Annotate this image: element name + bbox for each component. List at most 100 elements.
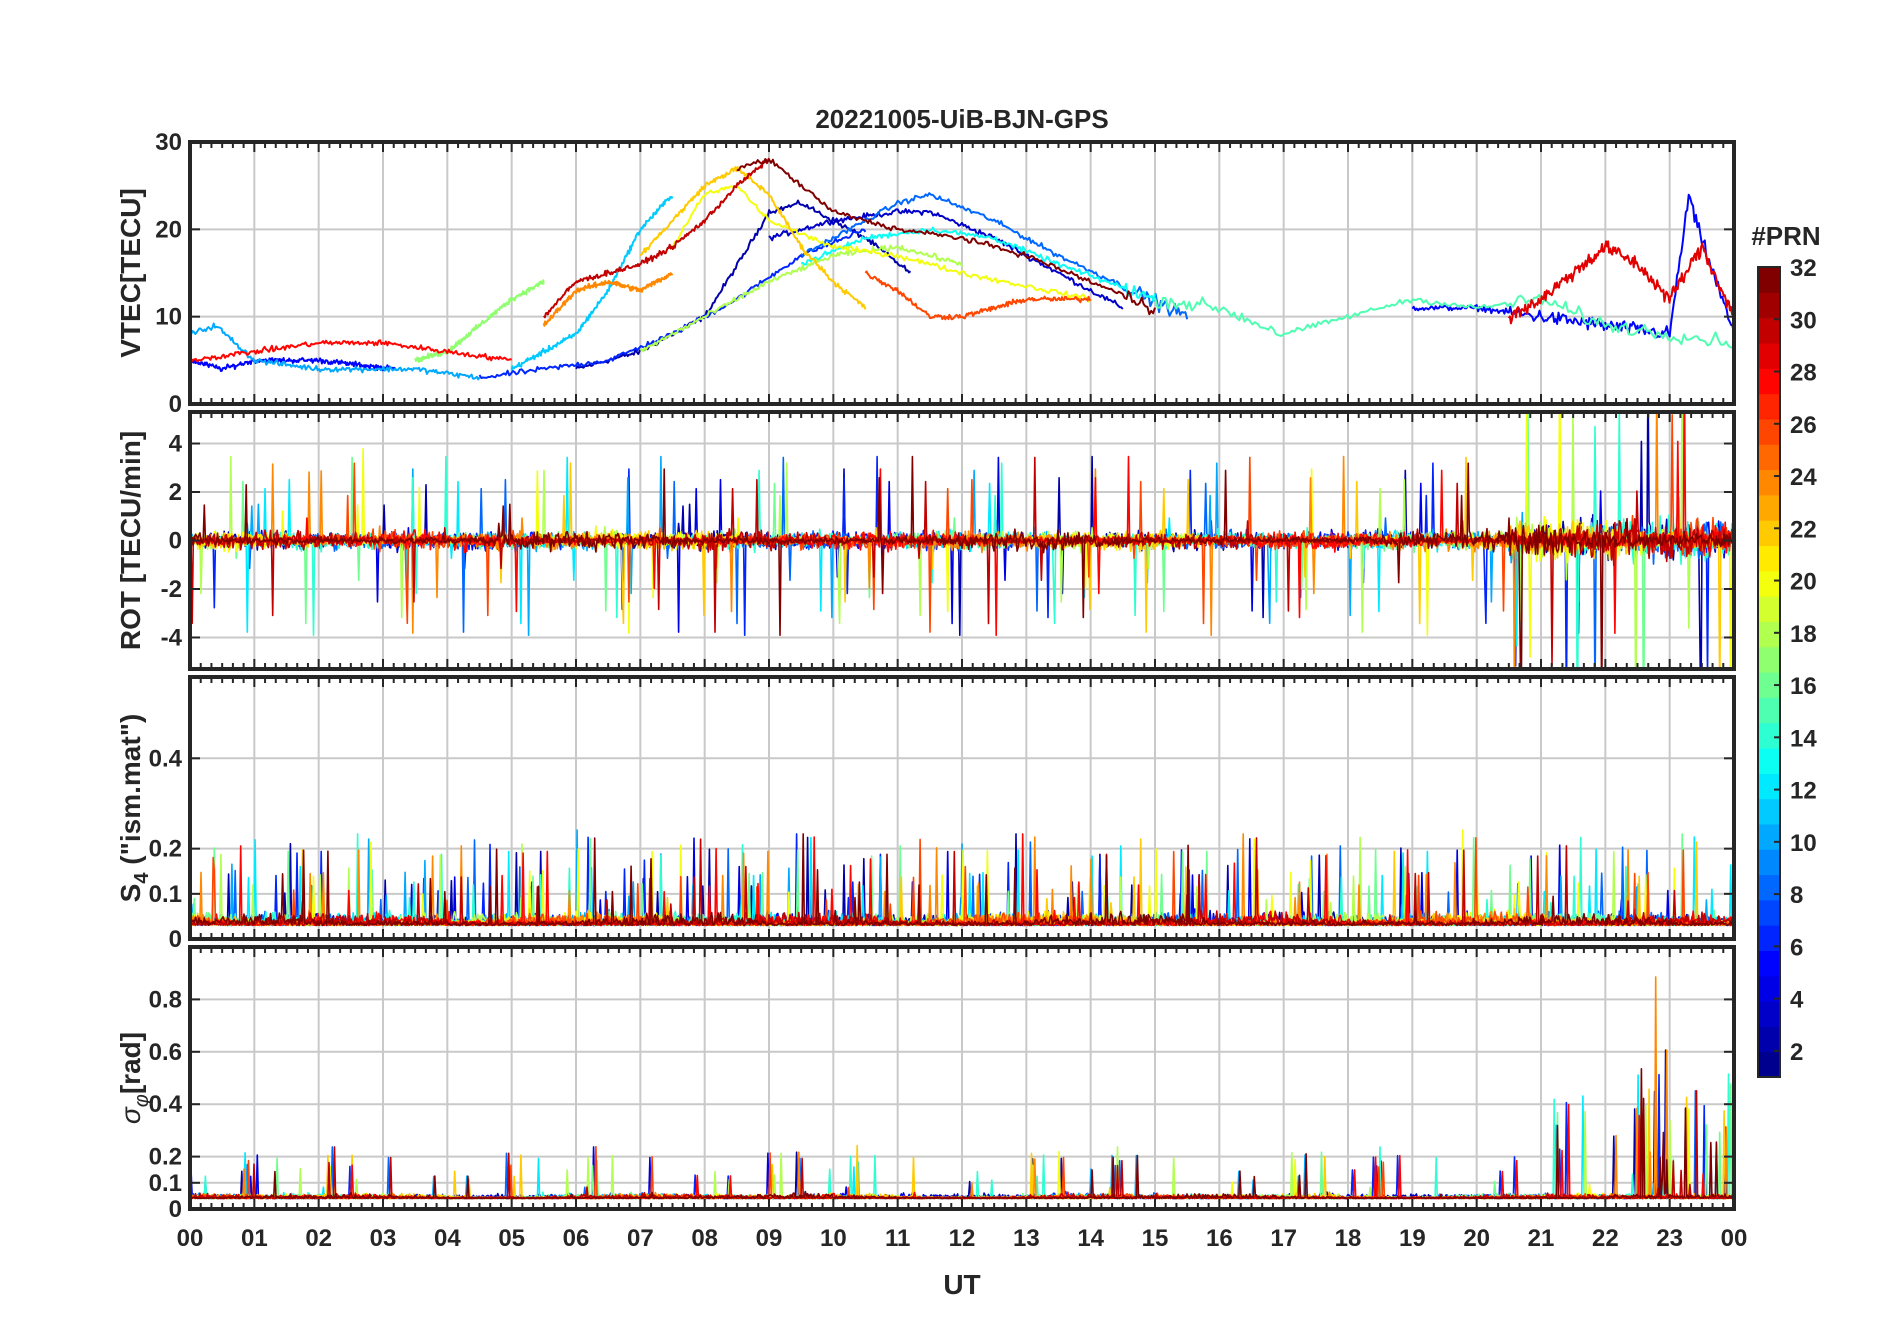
x-tick-label: 20: [1463, 1225, 1490, 1252]
colorbar-segment: [1758, 747, 1780, 774]
colorbar-tick-label: 26: [1790, 412, 1817, 439]
colorbar-segment: [1758, 621, 1780, 648]
y-tick-label: 0.4: [149, 745, 183, 772]
colorbar-tick-label: 14: [1790, 725, 1817, 752]
colorbar-segment: [1758, 342, 1780, 369]
x-tick-label: 08: [691, 1225, 718, 1252]
y-tick-label: 30: [155, 129, 182, 156]
y-tick-label: 0: [169, 391, 182, 418]
panel-rot-traces: [190, 412, 1734, 669]
x-tick-label: 05: [498, 1225, 525, 1252]
x-tick-label: 07: [627, 1225, 654, 1252]
panel-vtec-yticks: 0 10 20 30: [155, 129, 1734, 418]
vtec-trace-prn-15: [1154, 293, 1734, 350]
x-tick-label: 04: [434, 1225, 461, 1252]
colorbar-segment: [1758, 368, 1780, 395]
x-tick-label: 17: [1270, 1225, 1297, 1252]
panel-sigma-ylabel: σφ[rad]: [115, 1032, 153, 1124]
panel-s4: 00.10.20.4S4 ("ism.mat"): [115, 675, 1736, 953]
vtec-trace-prn-28: [190, 339, 512, 364]
x-tick-label: 16: [1206, 1225, 1233, 1252]
x-tick-label: 15: [1142, 1225, 1169, 1252]
ylabel-main: σ: [115, 1106, 146, 1124]
chart-title: 20221005-UiB-BJN-GPS: [815, 104, 1108, 134]
colorbar-segment: [1758, 494, 1780, 521]
y-tick-label: 0.4: [149, 1091, 183, 1118]
colorbar-segment: [1758, 292, 1780, 319]
colorbar-frame: [1757, 266, 1781, 1078]
vtec-trace-prn-26: [864, 270, 1092, 321]
panel-vtec: 0 10 20 30 VTEC[TECU]: [115, 129, 1736, 418]
vtec-trace-prn-30: [543, 157, 770, 319]
ylabel-rest: [rad]: [115, 1032, 146, 1094]
y-tick-label: 10: [155, 304, 182, 331]
y-tick-label: 0.2: [149, 1144, 182, 1171]
vtec-trace-prn-11: [510, 195, 674, 371]
ylabel-rest: ("ism.mat"): [115, 714, 146, 873]
colorbar-tick-label: 2: [1790, 1039, 1803, 1066]
colorbar-tick-label: 12: [1790, 778, 1817, 805]
colorbar-segment: [1758, 267, 1780, 293]
x-tick-label: 12: [949, 1225, 976, 1252]
panel-sigma-yticks: 00.10.2 0.4 0.6 0.8: [149, 986, 1734, 1223]
colorbar-segment: [1758, 950, 1780, 977]
vtec-trace-prn-29: [1507, 240, 1734, 325]
colorbar-segment: [1758, 520, 1780, 547]
vtec-trace-prn-17: [414, 279, 545, 363]
colorbar-tick-label: 24: [1790, 464, 1817, 491]
x-tick-label: 09: [756, 1225, 783, 1252]
vtec-trace-prn-2: [575, 199, 912, 370]
x-tick-label: 13: [1013, 1225, 1040, 1252]
panel-vtec-ylabel: VTEC[TECU]: [115, 188, 146, 358]
colorbar-segment: [1758, 925, 1780, 952]
y-tick-label: 0.2: [149, 836, 182, 863]
colorbar-segment: [1758, 773, 1780, 800]
y-tick-label: 4: [169, 431, 183, 458]
colorbar-tick-label: 32: [1790, 255, 1817, 282]
x-tick-label: 01: [241, 1225, 268, 1252]
x-tick-label: 10: [820, 1225, 847, 1252]
y-tick-label: -2: [161, 576, 182, 603]
colorbar-tick-label: 20: [1790, 569, 1817, 596]
colorbar-segment: [1758, 444, 1780, 471]
panel-s4-xticks: [189, 677, 1735, 939]
colorbar-segment: [1758, 1051, 1780, 1078]
panel-rot-ylabel: ROT [TECU/min]: [115, 431, 146, 650]
colorbar-segment: [1758, 1001, 1780, 1027]
colorbar-segment: [1758, 646, 1780, 673]
ylabel-main: S: [115, 884, 146, 903]
y-tick-label: -4: [161, 624, 183, 651]
vtec-trace-prn-18: [639, 244, 963, 353]
rot-trace-prn-32: [190, 455, 1734, 669]
colorbar-title: #PRN: [1751, 221, 1820, 251]
colorbar-tick-label: 4: [1790, 987, 1804, 1014]
colorbar-tick-label: 10: [1790, 830, 1817, 857]
vtec-trace-prn-20: [671, 185, 1092, 303]
colorbar-tick-label: 28: [1790, 360, 1817, 387]
colorbar-tick-label: 16: [1790, 673, 1817, 700]
panel-rot: -4 -2 0 2 4 ROT [TECU/min]: [115, 410, 1736, 671]
panel-sigma: 00.10.2 0.4 0.6 0.8 σφ[rad]: [115, 945, 1736, 1223]
x-tick-label: 18: [1335, 1225, 1362, 1252]
colorbar-tick-label: 22: [1790, 516, 1817, 543]
colorbar-segment: [1758, 798, 1780, 825]
y-tick-label: 0: [169, 528, 182, 555]
vtec-trace-prn-24: [542, 272, 674, 327]
y-tick-label: 0: [169, 926, 182, 953]
colorbar-segment: [1758, 1026, 1780, 1053]
x-tick-label: 23: [1656, 1225, 1683, 1252]
colorbar-segment: [1758, 418, 1780, 445]
vtec-trace-prn-10: [190, 322, 481, 381]
colorbar-segment: [1758, 672, 1780, 698]
y-tick-label: 0.1: [149, 881, 182, 908]
vtec-trace-prn-32: [736, 158, 1156, 316]
panel-rot-yticks: -4 -2 0 2 4: [161, 431, 1734, 651]
colorbar-segment: [1758, 545, 1780, 572]
x-tick-label: 06: [563, 1225, 590, 1252]
vtec-trace-prn-5: [190, 357, 397, 373]
colorbar-segment: [1758, 317, 1780, 344]
colorbar-segment: [1758, 570, 1780, 597]
